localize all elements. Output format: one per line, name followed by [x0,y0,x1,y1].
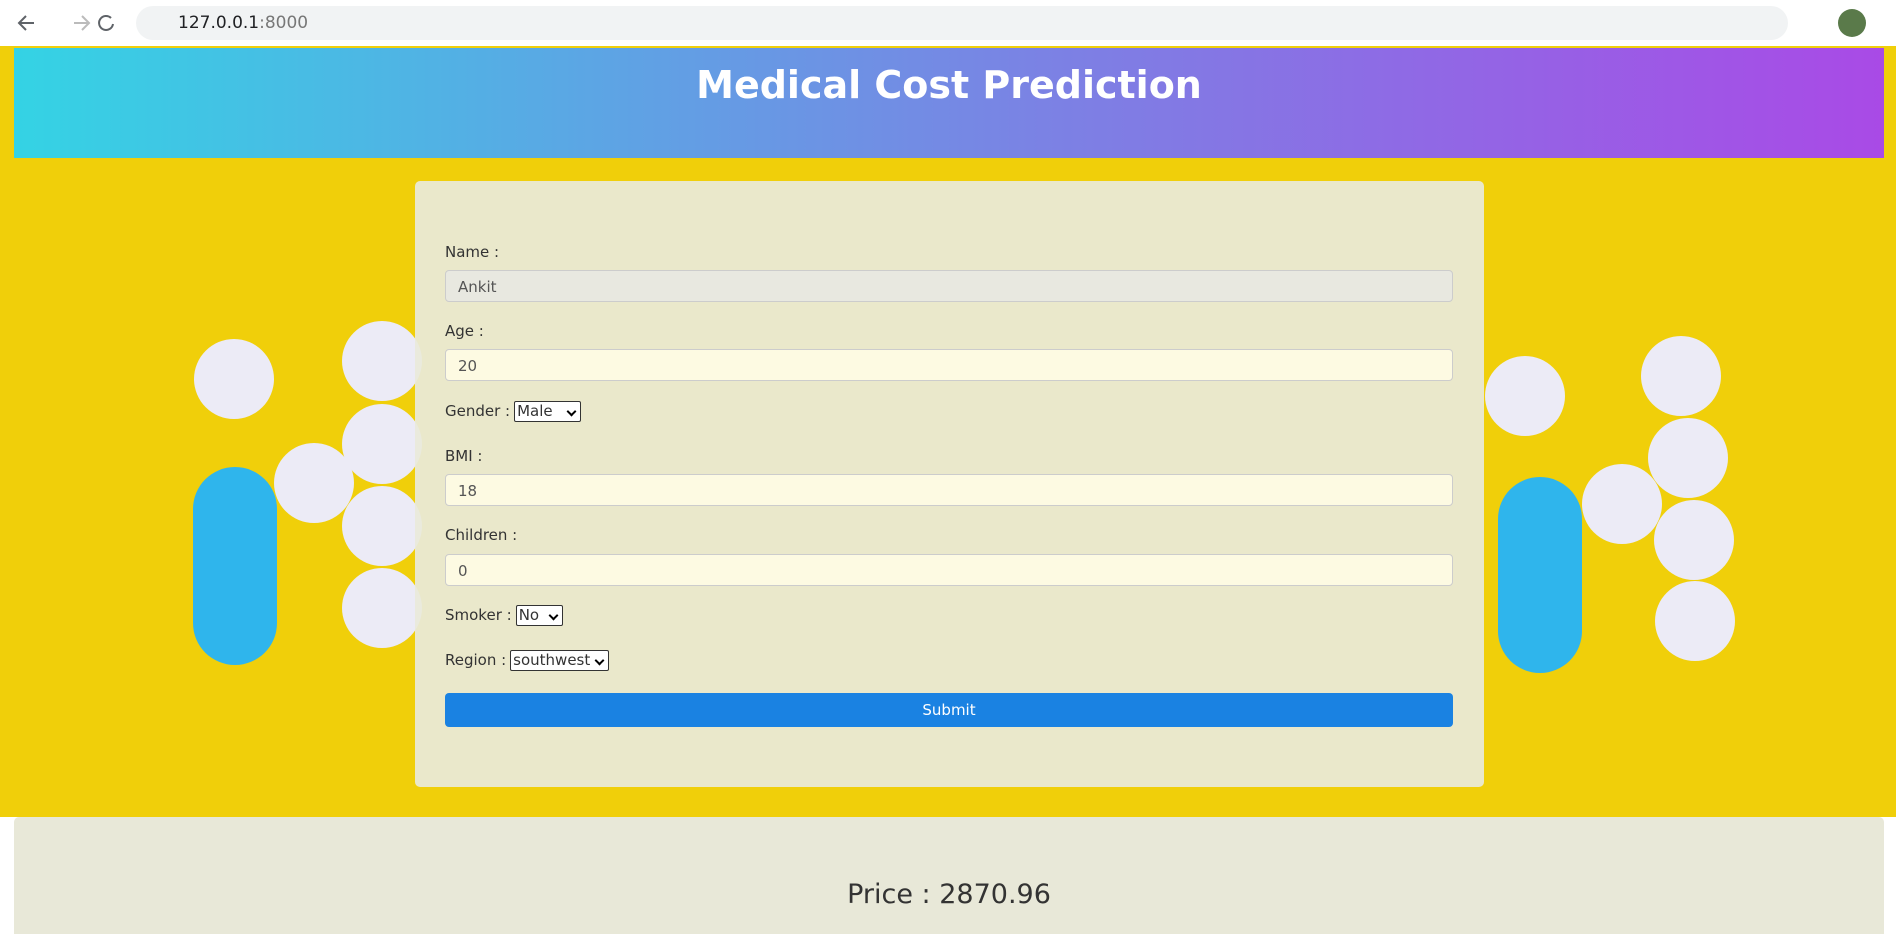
url-port: :8000 [259,13,309,33]
submit-button[interactable]: Submit [445,693,1453,727]
nav-icons [17,15,114,31]
region-label: Region : [445,651,507,669]
gender-label: Gender : [445,402,511,420]
profile-avatar[interactable] [1838,9,1866,37]
region-select[interactable]: southwest [510,650,610,671]
smoker-select[interactable]: No [515,605,563,626]
smoker-label: Smoker : [445,606,512,624]
gender-row: Gender : Male [445,401,582,422]
name-input[interactable]: Ankit [445,270,1453,302]
age-input[interactable]: 20 [445,349,1453,381]
smoker-row: Smoker : No [445,605,563,626]
url-host: 127.0.0.1 [178,13,260,33]
name-label: Name : [445,243,500,261]
children-label: Children : [445,526,518,544]
header: Medical Cost Prediction [14,48,1884,158]
bmi-label: BMI : [445,447,483,465]
page-title: Medical Cost Prediction [696,63,1202,107]
address-bar[interactable]: 127.0.0.1:8000 [136,6,1788,40]
browser-toolbar: 127.0.0.1:8000 [0,0,1896,47]
result-panel: Price : 2870.96 [14,817,1884,934]
age-label: Age : [445,322,484,340]
children-input[interactable]: 0 [445,554,1453,586]
region-row: Region : southwest [445,650,610,671]
pill-decoration [193,321,1735,673]
price-text: Price : 2870.96 [847,879,1051,910]
bmi-input[interactable]: 18 [445,474,1453,506]
gender-select[interactable]: Male [514,401,582,422]
